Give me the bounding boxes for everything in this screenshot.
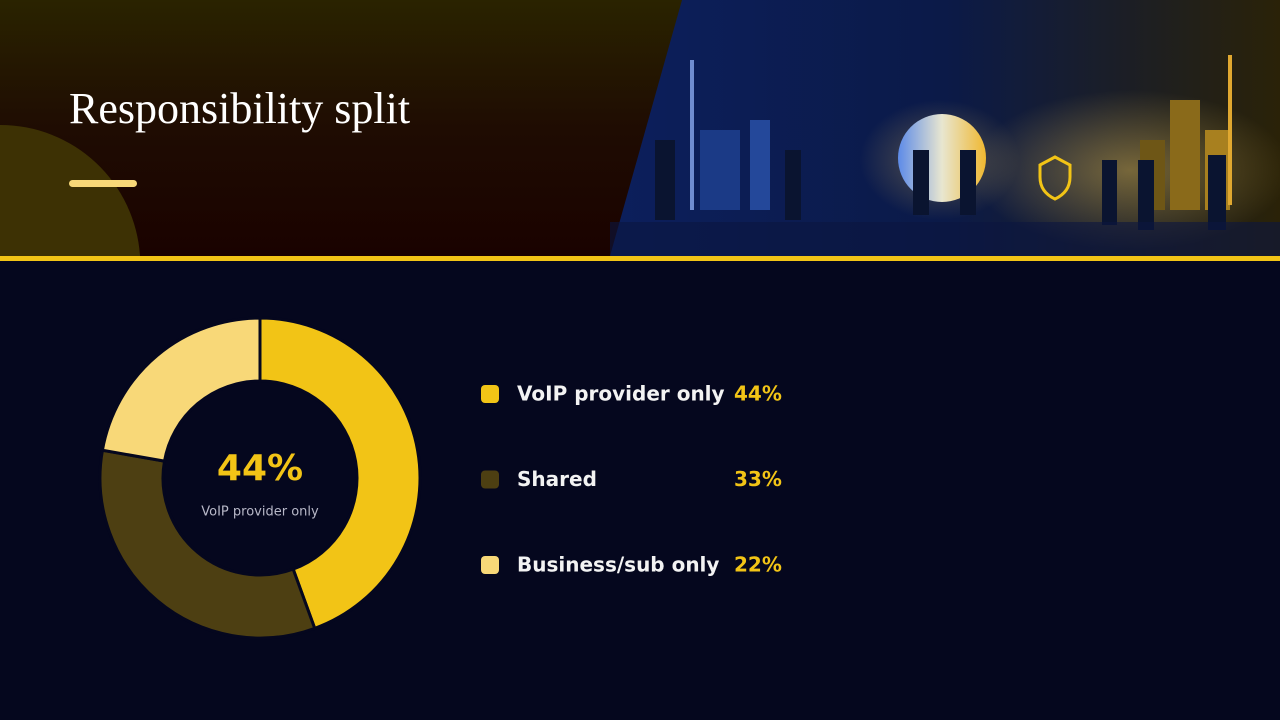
donut-segment bbox=[100, 316, 262, 463]
legend-swatch bbox=[481, 470, 499, 489]
donut-segment bbox=[98, 448, 317, 640]
legend-label: Shared bbox=[517, 467, 597, 491]
legend-swatch bbox=[481, 385, 499, 403]
legend-swatch bbox=[481, 556, 499, 574]
slide-title: Responsibility split bbox=[69, 84, 410, 133]
center-label: VoIP provider only bbox=[201, 505, 319, 520]
legend-value: 44% bbox=[734, 382, 782, 406]
illustration-details bbox=[610, 55, 1280, 256]
legend-value: 33% bbox=[734, 467, 782, 491]
header-shape bbox=[0, 124, 140, 256]
donut-segment bbox=[258, 316, 422, 631]
legend-value: 22% bbox=[734, 553, 782, 577]
legend-label: VoIP provider only bbox=[517, 382, 725, 406]
divider bbox=[0, 256, 1280, 261]
legend-label: Business/sub only bbox=[517, 553, 719, 577]
title-underline bbox=[69, 180, 137, 187]
center-value: 44% bbox=[217, 448, 303, 489]
